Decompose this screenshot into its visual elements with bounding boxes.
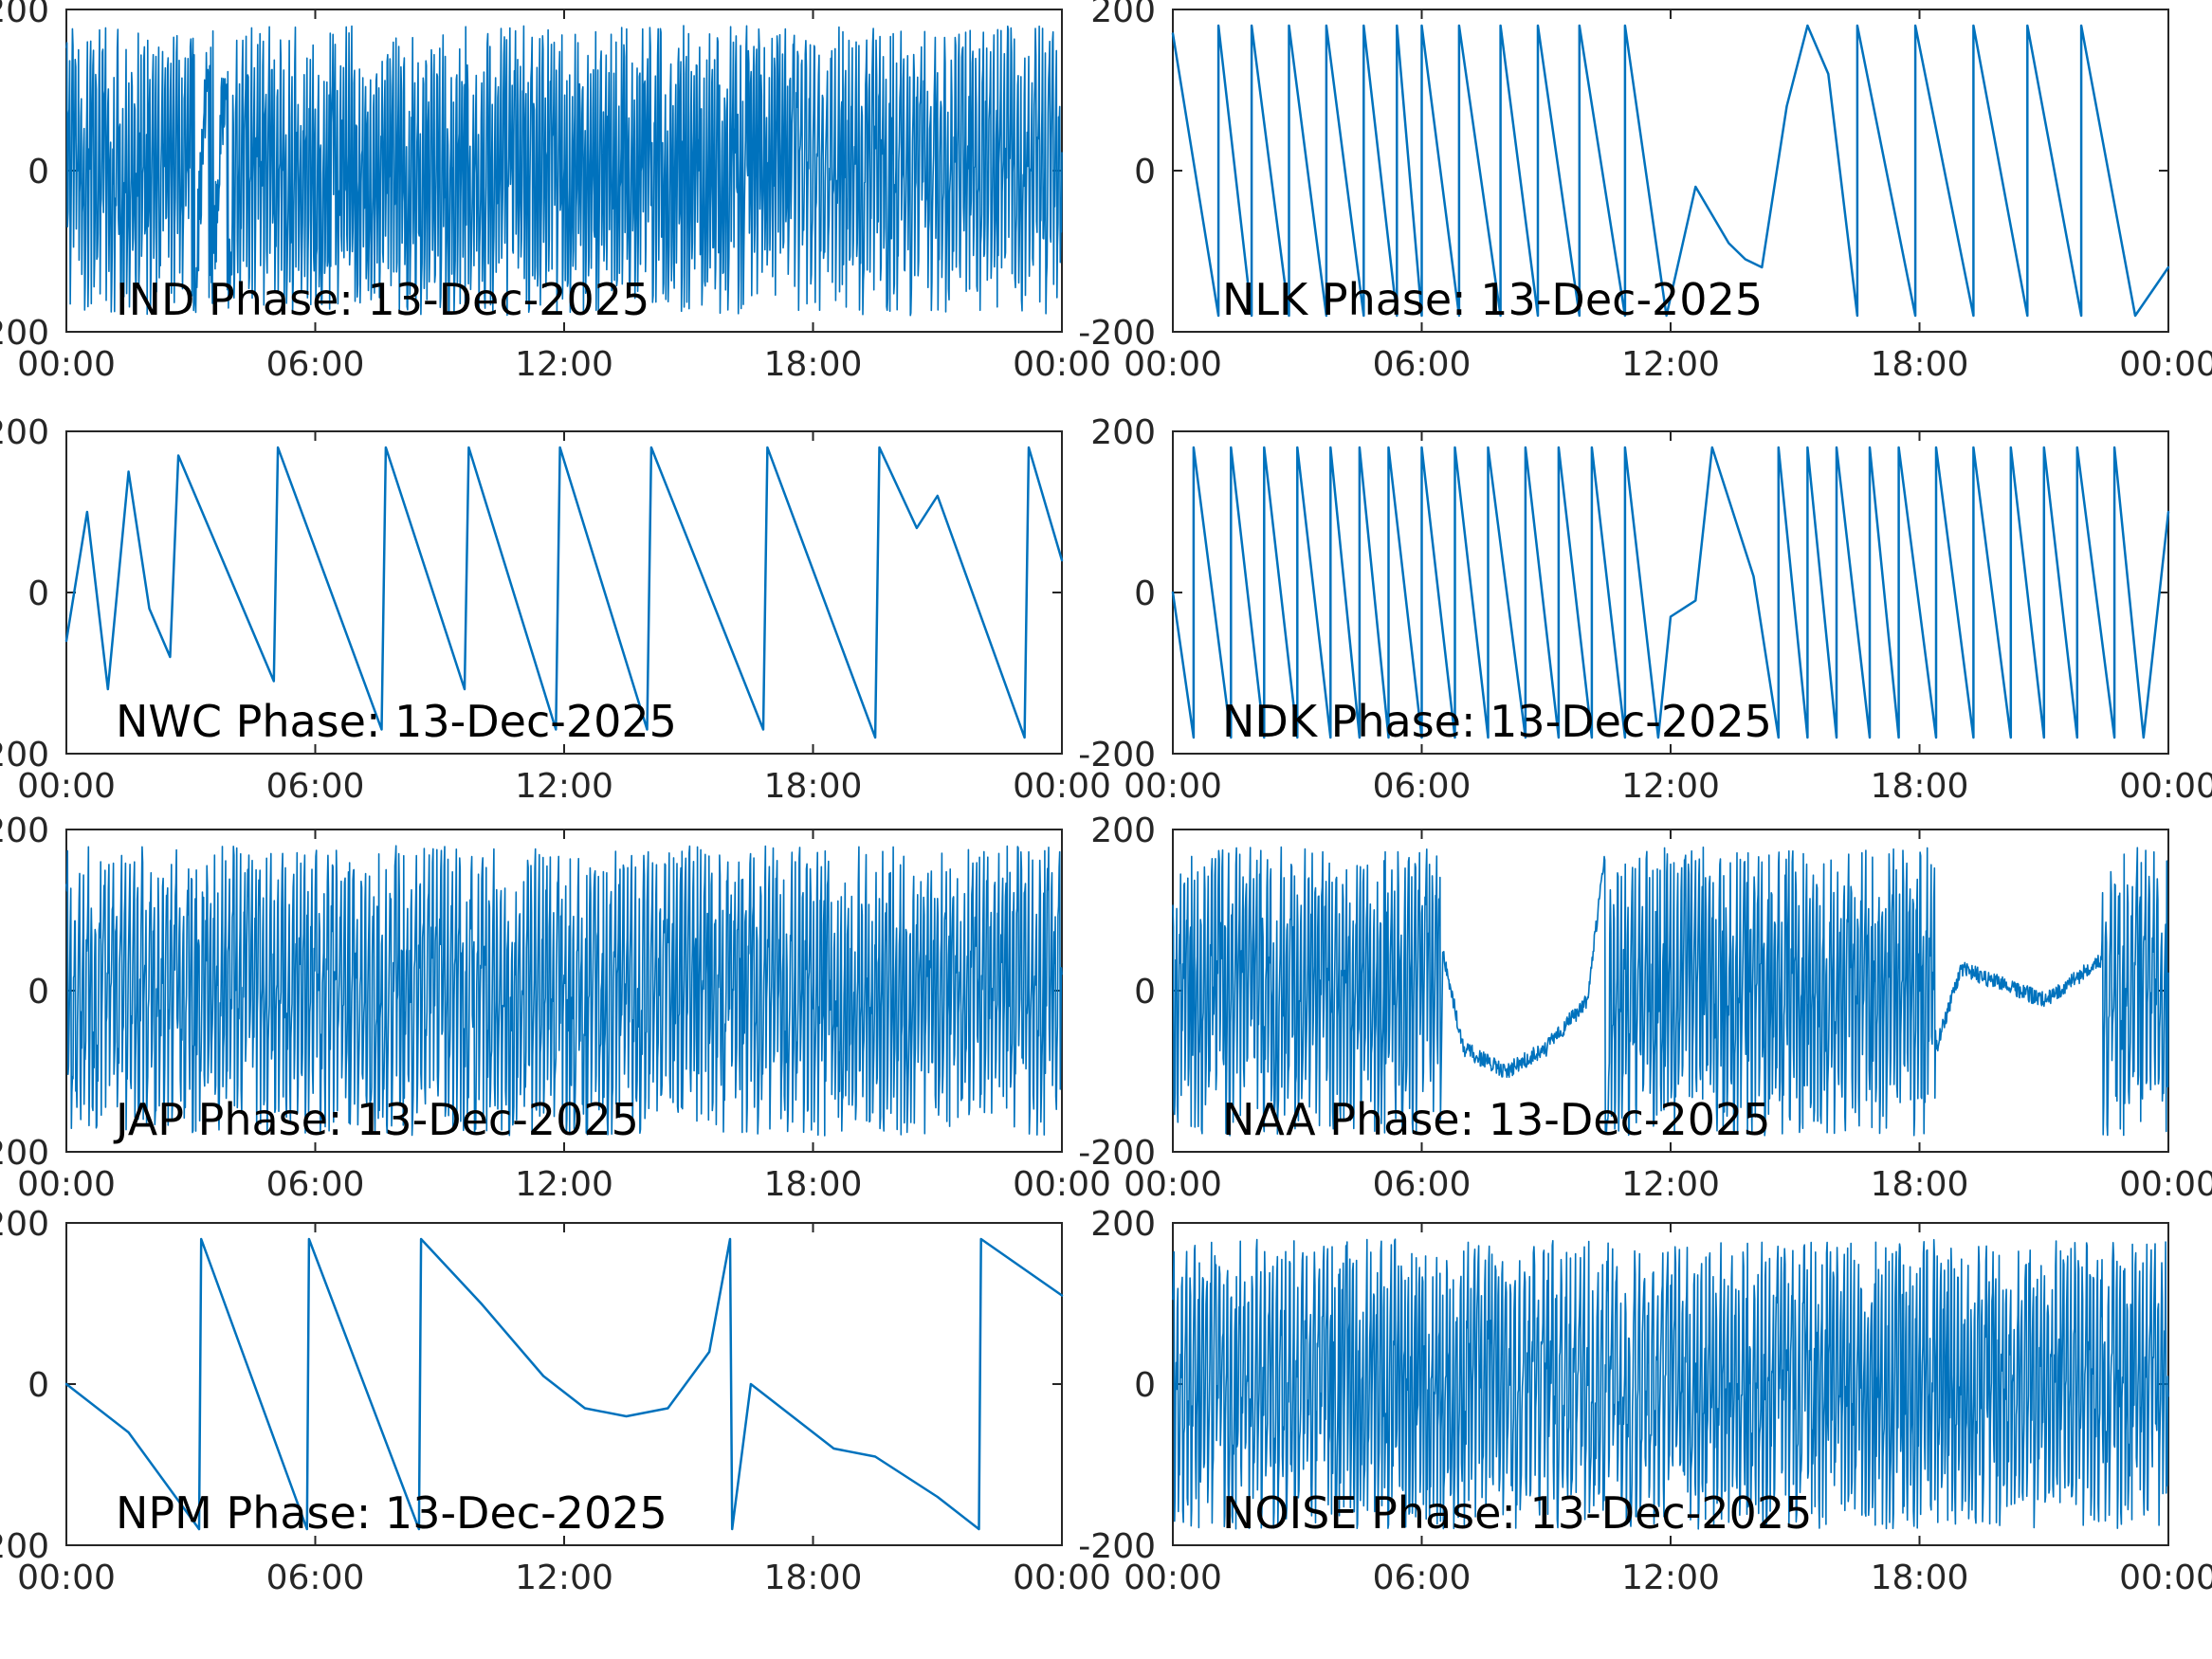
panel-title: IND Phase: 13-Dec-2025 [116, 274, 649, 325]
x-tick-label: 12:00 [515, 1559, 613, 1597]
x-tick-label: 18:00 [764, 345, 863, 384]
x-tick-label: 06:00 [266, 1559, 365, 1597]
phase-series-line [65, 845, 1063, 1137]
x-tick-label: 00:00 [1013, 1165, 1111, 1204]
x-tick-label: 12:00 [1621, 345, 1720, 384]
x-tick-label: 12:00 [515, 345, 613, 384]
y-tick-label: 200 [1090, 0, 1156, 30]
y-tick-label: -200 [1078, 314, 1156, 353]
x-tick-label: 06:00 [266, 1165, 365, 1204]
x-tick-label: 00:00 [17, 345, 116, 384]
x-tick-label: 18:00 [764, 1165, 863, 1204]
x-tick-label: 06:00 [1373, 1559, 1472, 1597]
x-tick-label: 06:00 [266, 767, 365, 806]
y-tick-label: 200 [0, 811, 49, 850]
y-tick-label: 0 [27, 973, 49, 1012]
panel-title: NWC Phase: 13-Dec-2025 [116, 696, 677, 747]
y-tick-label: 0 [27, 153, 49, 191]
axes-frame [1172, 9, 2169, 333]
y-tick-label: -200 [1078, 1527, 1156, 1566]
x-tick-label: 00:00 [1124, 1165, 1222, 1204]
x-tick-label: 00:00 [2119, 345, 2212, 384]
x-tick-label: 00:00 [1013, 1559, 1111, 1597]
y-tick-label: 200 [1090, 413, 1156, 452]
x-tick-label: 00:00 [17, 1559, 116, 1597]
x-tick-label: 06:00 [1373, 1165, 1472, 1204]
x-tick-label: 00:00 [1124, 1559, 1222, 1597]
x-tick-label: 00:00 [1013, 345, 1111, 384]
panel-title: NPM Phase: 13-Dec-2025 [116, 1487, 667, 1539]
y-tick-label: -200 [0, 1134, 49, 1173]
x-tick-label: 00:00 [2119, 767, 2212, 806]
x-tick-label: 18:00 [1871, 345, 1969, 384]
phase-series-line [1171, 446, 2170, 739]
phase-series-line [1172, 846, 2169, 1137]
panel-title: JAP Phase: 13-Dec-2025 [113, 1094, 639, 1145]
y-tick-label: 0 [1134, 973, 1156, 1012]
x-tick-label: 00:00 [2119, 1559, 2212, 1597]
y-tick-label: 200 [0, 0, 49, 30]
x-tick-label: 00:00 [2119, 1165, 2212, 1204]
x-tick-label: 12:00 [515, 1165, 613, 1204]
x-tick-label: 12:00 [1621, 767, 1720, 806]
phase-series-line [1172, 1238, 2169, 1530]
phase-series-line [1171, 24, 2170, 318]
phase-series-line [65, 25, 1063, 317]
x-tick-label: 18:00 [764, 767, 863, 806]
panel-title: NOISE Phase: 13-Dec-2025 [1222, 1487, 1812, 1539]
x-tick-label: 12:00 [1621, 1559, 1720, 1597]
y-tick-label: -200 [0, 314, 49, 353]
x-tick-label: 12:00 [1621, 1165, 1720, 1204]
panel-title: NDK Phase: 13-Dec-2025 [1222, 696, 1772, 747]
axes-frame [1172, 430, 2169, 755]
y-tick-label: 200 [0, 1205, 49, 1244]
phase-series-line [64, 446, 1064, 739]
x-tick-label: 18:00 [1871, 1165, 1969, 1204]
x-tick-label: 00:00 [1124, 767, 1222, 806]
axes-frame [65, 1222, 1063, 1546]
y-tick-label: -200 [0, 736, 49, 775]
y-tick-label: 0 [1134, 153, 1156, 191]
y-tick-label: 0 [27, 574, 49, 613]
x-tick-label: 18:00 [1871, 767, 1969, 806]
x-tick-label: 00:00 [17, 767, 116, 806]
x-tick-label: 18:00 [764, 1559, 863, 1597]
x-tick-label: 06:00 [1373, 767, 1472, 806]
x-tick-label: 00:00 [1013, 767, 1111, 806]
phase-series-line [64, 1237, 1064, 1531]
y-tick-label: -200 [0, 1527, 49, 1566]
y-tick-label: 200 [1090, 1205, 1156, 1244]
y-tick-label: 0 [27, 1366, 49, 1405]
x-tick-label: 00:00 [1124, 345, 1222, 384]
panel-title: NLK Phase: 13-Dec-2025 [1222, 274, 1763, 325]
y-tick-label: 0 [1134, 574, 1156, 613]
x-tick-label: 18:00 [1871, 1559, 1969, 1597]
x-tick-label: 00:00 [17, 1165, 116, 1204]
y-tick-label: -200 [1078, 1134, 1156, 1173]
y-tick-label: 200 [0, 413, 49, 452]
panel-title: NAA Phase: 13-Dec-2025 [1222, 1094, 1771, 1145]
x-tick-label: 06:00 [266, 345, 365, 384]
y-tick-label: -200 [1078, 736, 1156, 775]
x-tick-label: 06:00 [1373, 345, 1472, 384]
y-tick-label: 200 [1090, 811, 1156, 850]
y-tick-label: 0 [1134, 1366, 1156, 1405]
x-tick-label: 12:00 [515, 767, 613, 806]
